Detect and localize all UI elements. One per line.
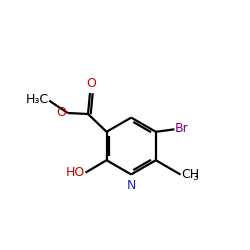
Text: O: O <box>86 77 96 90</box>
Text: CH: CH <box>181 168 200 181</box>
Text: H₃C: H₃C <box>25 93 48 106</box>
Text: 3: 3 <box>192 173 198 182</box>
Text: N: N <box>126 180 136 192</box>
Text: Br: Br <box>175 122 189 135</box>
Text: O: O <box>57 106 66 118</box>
Text: HO: HO <box>65 166 84 178</box>
